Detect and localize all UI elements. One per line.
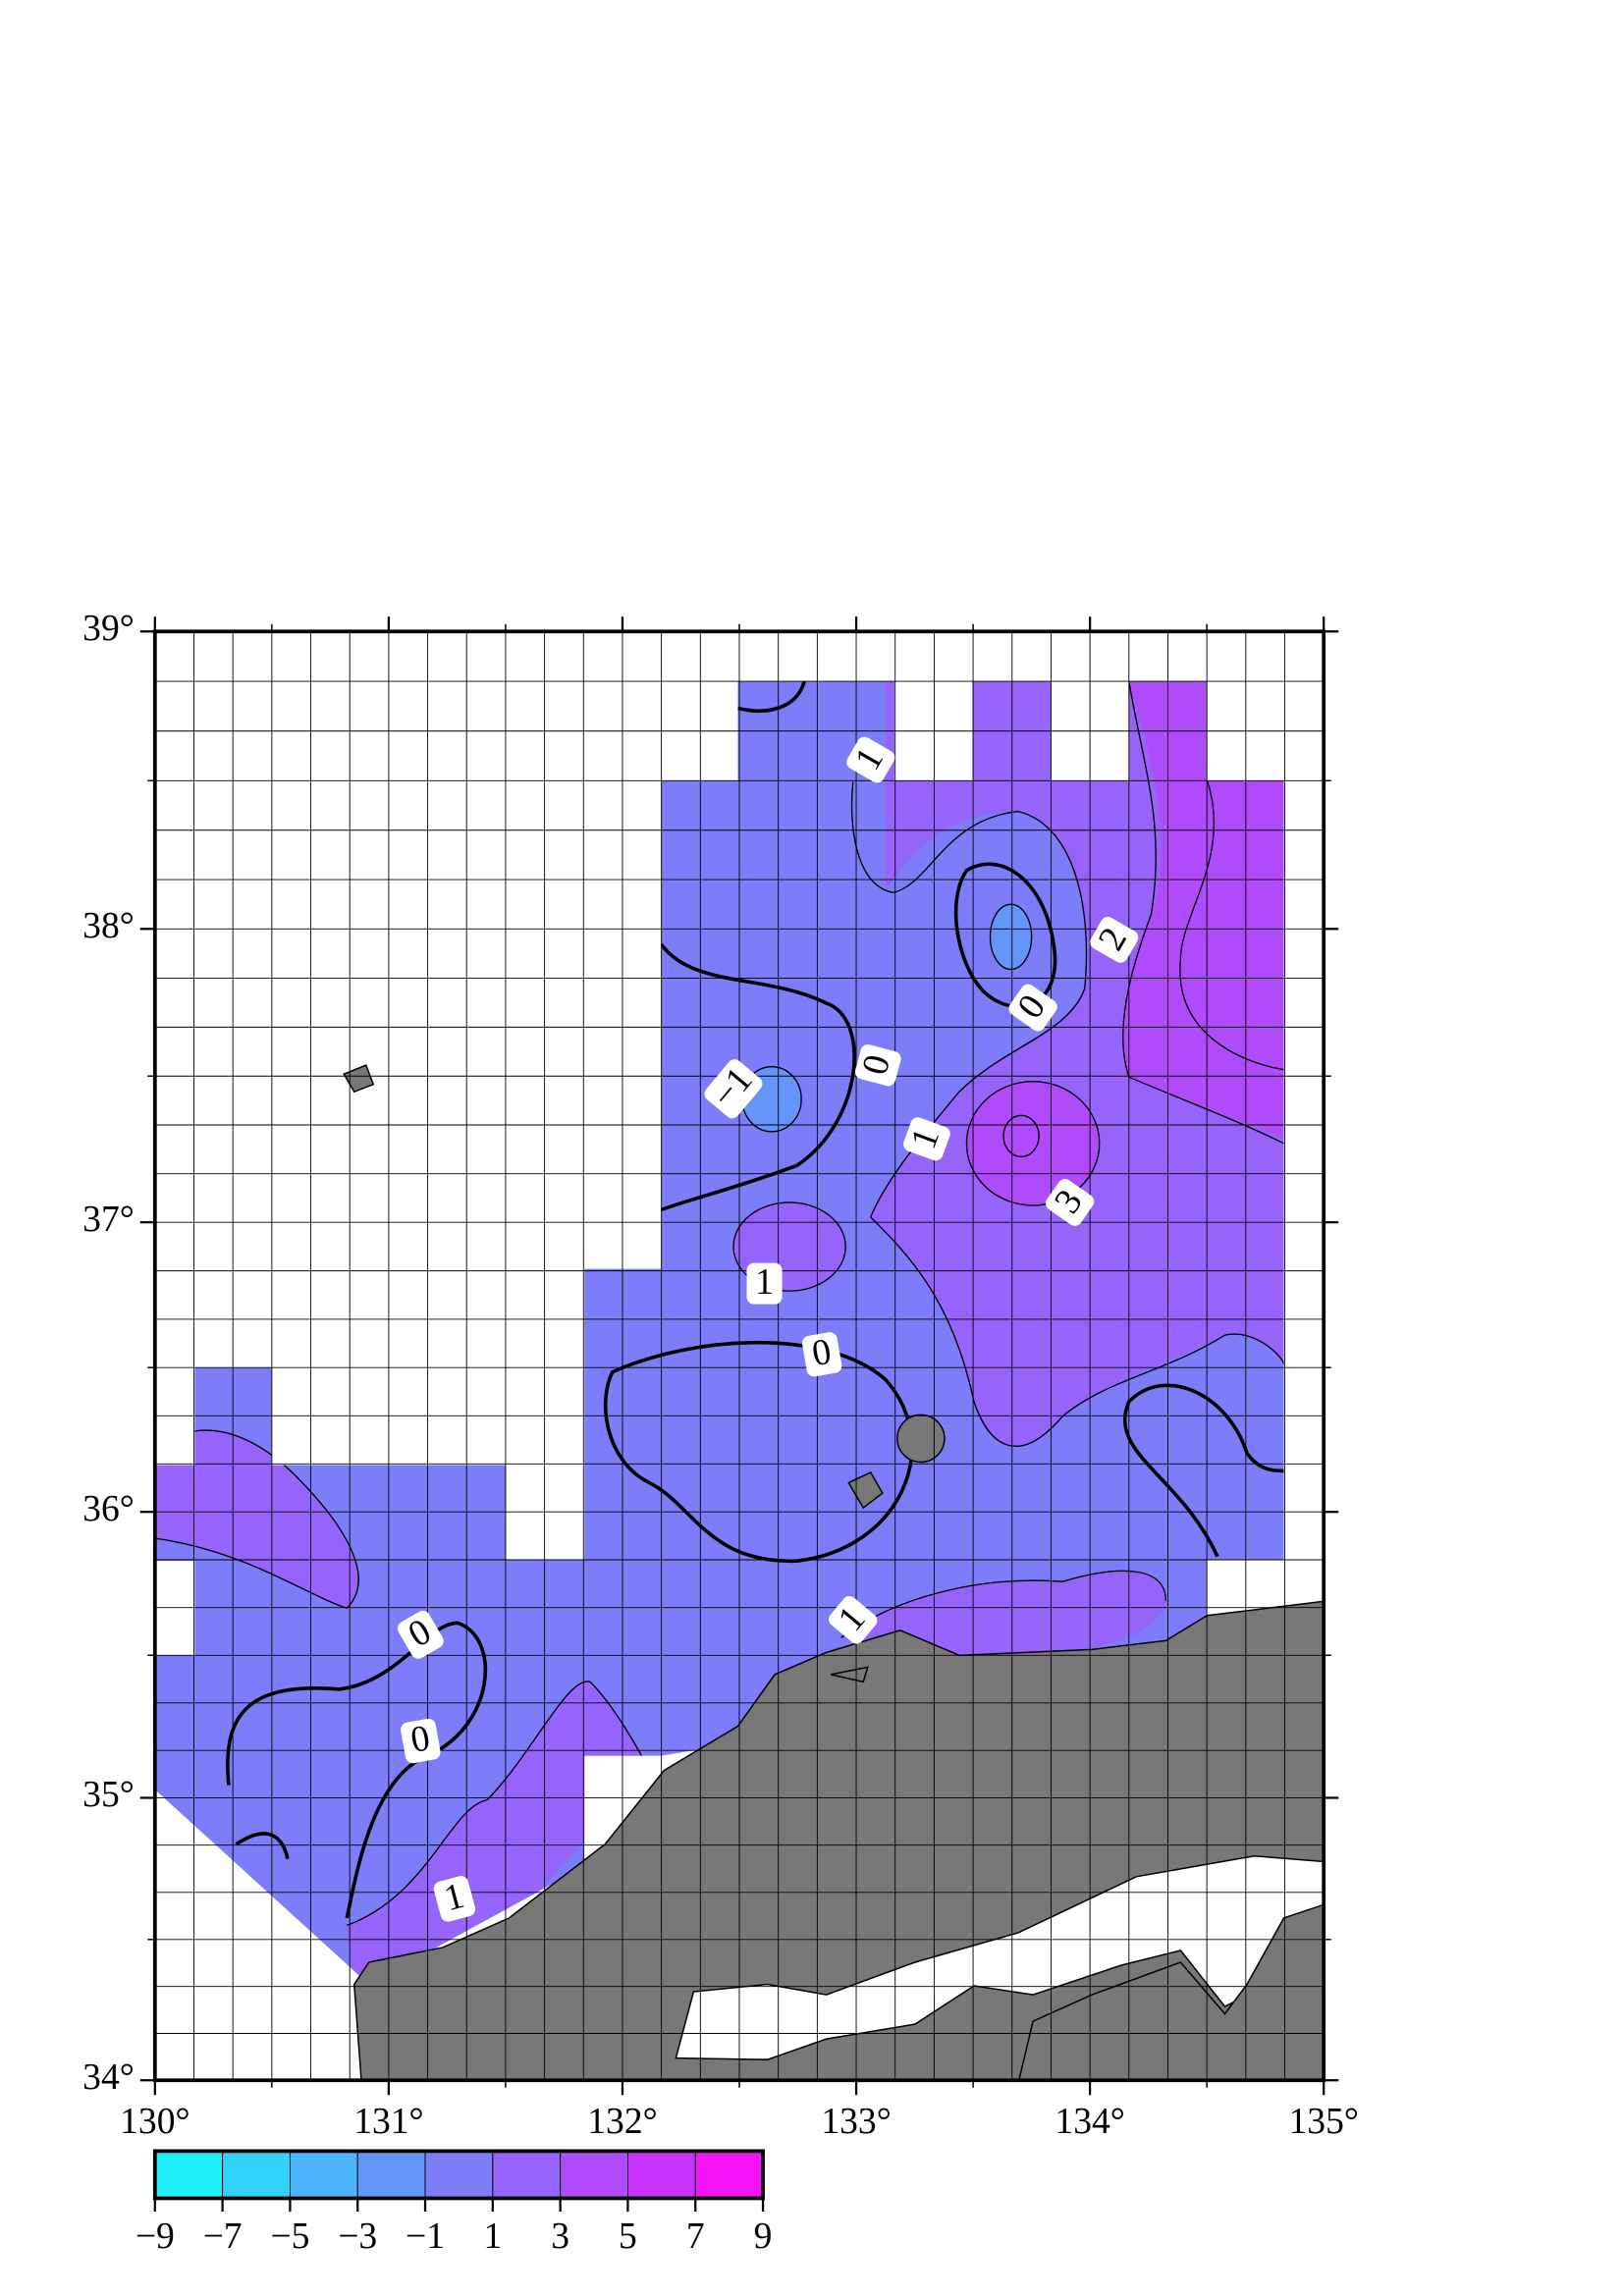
colorbar-tick-label: −7 — [203, 2216, 243, 2257]
contour-label: 0 — [801, 1332, 842, 1377]
colorbar-frame — [152, 2149, 765, 2201]
colorbar-tick-label: 5 — [619, 2216, 637, 2257]
colorbar: −9 −7 −5 −3 −1 1 3 5 7 9 — [135, 2149, 773, 2257]
x-tick-label: 135° — [1289, 2102, 1359, 2142]
contour-label: 0 — [401, 1718, 441, 1764]
contour-label: 1 — [903, 1117, 950, 1161]
colorbar-tick-label: 9 — [754, 2216, 773, 2257]
land — [343, 1064, 1325, 2081]
x-tick-label: 132° — [587, 2102, 657, 2142]
label-box — [1008, 984, 1057, 1032]
plot: 130° 131° 132° 133° 134° 135° 34° 35° 36° 37° 38° 3… — [82, 609, 1359, 2257]
colorbar-tick-label: −3 — [338, 2216, 377, 2257]
label-box — [704, 1059, 763, 1119]
label-box — [829, 1596, 878, 1644]
y-tick-label: 39° — [82, 609, 135, 649]
y-tick-label: 36° — [82, 1489, 135, 1529]
colorbar-tick-label: 7 — [686, 2216, 705, 2257]
label-box — [1046, 1179, 1095, 1226]
contour-label-text: 1 — [755, 1262, 774, 1303]
colorbar-segment — [560, 2150, 628, 2199]
label-box — [401, 1718, 441, 1764]
colorbar-tick-label: −5 — [270, 2216, 309, 2257]
label-box — [397, 1610, 444, 1659]
label-box — [854, 1043, 901, 1087]
label-box — [746, 1262, 783, 1305]
colorbar-segment — [289, 2150, 358, 2199]
label-box — [903, 1117, 950, 1161]
x-tick-label: 134° — [1055, 2102, 1124, 2142]
axes: 130° 131° 132° 133° 134° 135° 34° 35° 36° 37° 38° 3… — [82, 609, 1359, 2142]
contour-label: 1 — [829, 1596, 878, 1644]
y-tick-label: 37° — [82, 1200, 135, 1240]
colorbar-segment — [222, 2150, 291, 2199]
label-box — [846, 736, 895, 783]
colorbar-segment — [154, 2150, 224, 2199]
x-tick-label: 133° — [821, 2102, 891, 2142]
label-box — [433, 1876, 476, 1922]
colorbar-segment — [356, 2150, 426, 2199]
colorbar-tick-label: −1 — [406, 2216, 445, 2257]
y-tick-label: 35° — [82, 1775, 135, 1815]
colorbar-tick-label: 3 — [551, 2216, 569, 2257]
colorbar-segment — [424, 2150, 494, 2199]
contour-label: 0 — [854, 1043, 901, 1087]
colorbar-segment — [694, 2150, 764, 2199]
label-box — [801, 1332, 842, 1377]
y-tick-label: 38° — [82, 906, 135, 946]
contour-label: 1 — [846, 736, 895, 783]
contour-label: 0 — [397, 1610, 444, 1659]
colorbar-segment — [626, 2150, 696, 2199]
label-box — [1090, 917, 1139, 963]
y-tick-label: 34° — [82, 2057, 135, 2098]
contour-label: 1 — [433, 1876, 476, 1922]
colorbar-tick-label: 1 — [483, 2216, 502, 2257]
grid — [154, 631, 1325, 2081]
x-tick-label: 131° — [353, 2102, 423, 2142]
colorbar-tick-label: −9 — [135, 2216, 175, 2257]
contour-label: 1 — [746, 1262, 783, 1305]
x-tick-label: 130° — [120, 2102, 189, 2142]
colorbar-segment — [492, 2150, 562, 2199]
